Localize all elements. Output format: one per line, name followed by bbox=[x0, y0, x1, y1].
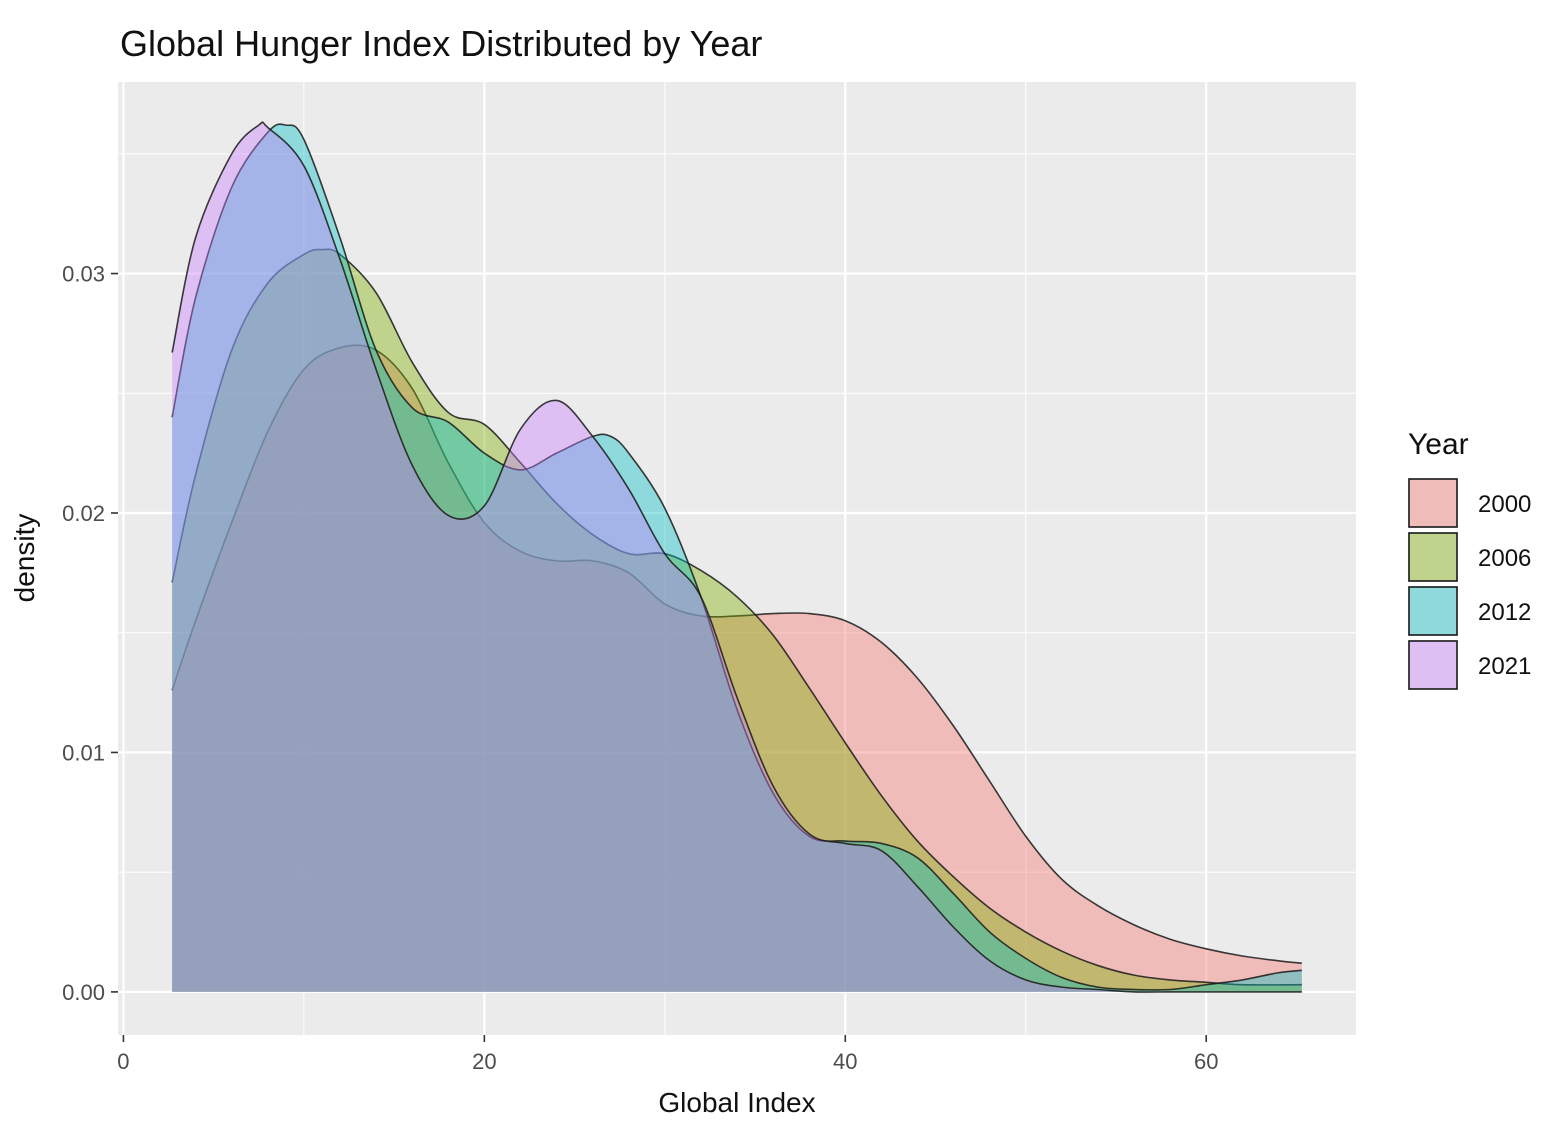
y-tick-label: 0.02 bbox=[62, 501, 105, 526]
y-tick-label: 0.00 bbox=[62, 980, 105, 1005]
legend-key-bg bbox=[1408, 532, 1458, 582]
x-tick-label: 60 bbox=[1194, 1049, 1218, 1074]
density-areas bbox=[171, 121, 1302, 993]
legend-label-2000: 2000 bbox=[1478, 491, 1531, 518]
legend-label-2006: 2006 bbox=[1478, 545, 1531, 572]
legend-key-bg bbox=[1408, 640, 1458, 690]
legend-key-bg bbox=[1408, 586, 1458, 636]
legend-swatch-2006 bbox=[1408, 532, 1458, 582]
x-tick-label: 0 bbox=[117, 1049, 129, 1074]
chart-title: Global Hunger Index Distributed by Year bbox=[120, 23, 762, 64]
legend-swatch-2000 bbox=[1408, 478, 1458, 528]
y-tick-label: 0.03 bbox=[62, 262, 105, 287]
density-area-2021 bbox=[172, 122, 1302, 993]
density-area-2000 bbox=[172, 345, 1302, 992]
y-axis-title: density bbox=[9, 514, 40, 603]
plot-panel bbox=[118, 82, 1356, 1035]
x-tick-label: 40 bbox=[833, 1049, 857, 1074]
legend-swatch-2021 bbox=[1408, 640, 1458, 690]
y-tick-label: 0.01 bbox=[62, 740, 105, 765]
y-axis: 0.00 0.01 0.02 0.03 bbox=[62, 262, 118, 1005]
density-area-2012 bbox=[172, 124, 1302, 992]
legend-label-2012: 2012 bbox=[1478, 599, 1531, 626]
x-tick-label: 20 bbox=[472, 1049, 496, 1074]
x-axis-title: Global Index bbox=[658, 1087, 815, 1118]
legend-label-2021: 2021 bbox=[1478, 653, 1531, 680]
x-axis: 0 20 40 60 bbox=[117, 1035, 1218, 1074]
density-line-2006 bbox=[171, 248, 1302, 986]
legend-swatch-2012 bbox=[1408, 586, 1458, 636]
legend: Year 2000 2006 2012 2021 bbox=[1408, 428, 1531, 690]
legend-title: Year bbox=[1408, 428, 1469, 461]
grid-lines bbox=[118, 82, 1356, 1035]
density-line-2000 bbox=[171, 344, 1302, 964]
density-line-2021 bbox=[171, 121, 1302, 993]
density-line-2012 bbox=[171, 123, 1302, 991]
legend-key-bg bbox=[1408, 478, 1458, 528]
density-area-2006 bbox=[172, 249, 1302, 992]
